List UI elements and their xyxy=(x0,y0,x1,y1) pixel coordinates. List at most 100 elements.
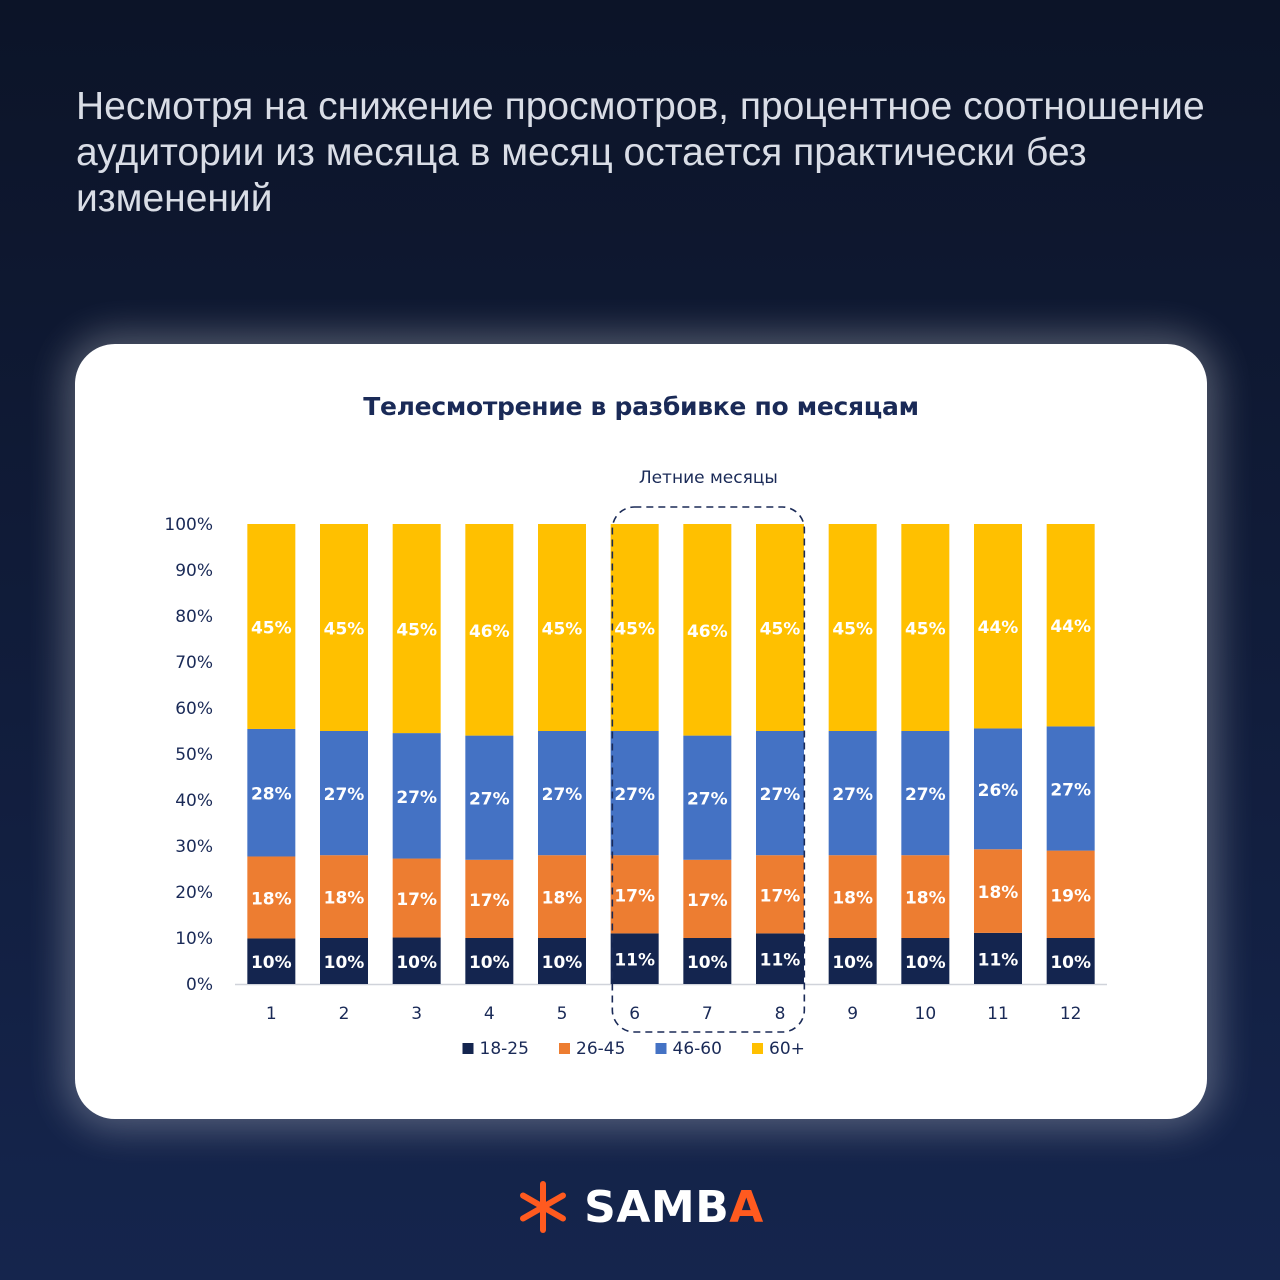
legend-swatch xyxy=(655,1043,667,1054)
bar-segment-46-60 xyxy=(247,728,296,857)
stacked-bar-chart: 0% 10% 20% 30% 40% 50% 60% 70% 80% 90% 100% 10% 18% 2… xyxy=(164,468,1107,1059)
data-label: 45% xyxy=(614,620,655,640)
data-label: 10% xyxy=(396,953,437,973)
bar-segment-18-25 xyxy=(247,938,296,984)
bar-segment-18-25 xyxy=(683,938,732,984)
y-tick-label: 100% xyxy=(164,515,213,535)
bar-segment-18-25 xyxy=(1046,938,1095,984)
data-label: 17% xyxy=(396,890,437,910)
bar-segment-18-25 xyxy=(901,938,950,984)
bar-segment-26-45 xyxy=(247,856,296,939)
bar-segment-46-60 xyxy=(392,733,441,859)
x-tick-label: 12 xyxy=(1060,1004,1082,1024)
data-label: 27% xyxy=(469,790,510,810)
data-label: 18% xyxy=(324,889,365,909)
bar-segment-18-25 xyxy=(538,938,586,984)
bar-segment-46-60 xyxy=(320,731,368,856)
data-label: 17% xyxy=(614,886,655,906)
y-tick-label: 0% xyxy=(186,975,213,995)
data-label: 17% xyxy=(760,886,801,906)
bar-segment-60+ xyxy=(538,524,586,731)
bar-segment-46-60 xyxy=(974,728,1022,850)
bar-segment-26-45 xyxy=(974,849,1022,933)
bar-segment-26-45 xyxy=(610,855,659,934)
chart-card: Телесмотрение в разбивке по месяцам 0% 10… xyxy=(75,344,1207,1119)
data-label: 11% xyxy=(978,950,1019,970)
legend-swatch xyxy=(752,1043,763,1054)
bar-segment-46-60 xyxy=(1046,726,1095,851)
legend-label: 60+ xyxy=(769,1039,805,1059)
data-label: 45% xyxy=(396,621,437,641)
bar-segment-60+ xyxy=(901,524,950,731)
bar-segment-46-60 xyxy=(610,731,659,856)
bar-segment-18-25 xyxy=(756,933,804,984)
bar-segment-18-25 xyxy=(465,938,514,984)
data-label: 18% xyxy=(251,889,292,909)
y-tick-label: 10% xyxy=(175,929,213,949)
page-headline: Несмотря на снижение просмотров, процент… xyxy=(76,85,1205,220)
asterisk-logo-icon xyxy=(520,1181,567,1233)
bar-segment-60+ xyxy=(828,524,877,731)
x-tick-label: 3 xyxy=(411,1004,422,1024)
bar-segment-18-25 xyxy=(392,937,441,984)
data-label: 45% xyxy=(542,620,583,640)
data-label: 10% xyxy=(687,953,728,973)
data-label: 27% xyxy=(687,790,728,810)
data-label: 27% xyxy=(396,788,437,808)
bar-segment-18-25 xyxy=(610,933,659,984)
bar-segment-18-25 xyxy=(828,938,877,984)
bar-segment-60+ xyxy=(756,524,804,731)
bar-segment-60+ xyxy=(974,524,1022,729)
x-tick-label: 9 xyxy=(847,1004,858,1024)
brand-name: SAMBA xyxy=(584,1182,764,1233)
data-label: 27% xyxy=(1050,781,1091,801)
data-label: 46% xyxy=(469,622,510,642)
bar-segment-60+ xyxy=(320,524,368,731)
bar-segment-60+ xyxy=(610,524,659,731)
bar-segment-46-60 xyxy=(465,735,514,860)
x-tick-label: 8 xyxy=(775,1004,786,1024)
y-tick-label: 30% xyxy=(175,837,213,857)
bar-segment-46-60 xyxy=(683,735,732,860)
legend-label: 18-25 xyxy=(480,1039,529,1059)
bar-segment-26-45 xyxy=(901,855,950,938)
x-tick-label: 6 xyxy=(629,1004,640,1024)
legend-label: 26-45 xyxy=(576,1039,625,1059)
data-label: 27% xyxy=(614,785,655,805)
data-label: 44% xyxy=(1050,617,1091,637)
data-label: 17% xyxy=(469,891,510,911)
bar-segment-46-60 xyxy=(538,731,586,856)
bar-segment-26-45 xyxy=(1046,850,1095,938)
data-label: 10% xyxy=(1050,953,1091,973)
data-label: 18% xyxy=(832,889,873,909)
data-label: 45% xyxy=(760,620,801,640)
bar-segment-46-60 xyxy=(756,731,804,856)
y-tick-label: 80% xyxy=(175,607,213,627)
brand-name-main: SAMB xyxy=(584,1181,730,1233)
data-label: 19% xyxy=(1050,886,1091,906)
data-label: 45% xyxy=(251,618,292,638)
legend-swatch xyxy=(559,1043,570,1054)
data-label: 18% xyxy=(978,883,1019,903)
x-tick-label: 10 xyxy=(915,1004,937,1024)
data-label: 18% xyxy=(542,889,583,909)
data-label: 11% xyxy=(614,951,655,971)
data-label: 45% xyxy=(905,620,946,640)
data-label: 45% xyxy=(832,620,873,640)
data-label: 10% xyxy=(832,953,873,973)
y-tick-label: 20% xyxy=(175,883,213,903)
brand-logo: SAMBA xyxy=(0,1180,1280,1234)
data-label: 10% xyxy=(324,953,365,973)
bar-segment-46-60 xyxy=(828,731,877,856)
y-tick-label: 70% xyxy=(175,653,213,673)
summer-months-box xyxy=(611,506,806,1033)
x-tick-label: 11 xyxy=(987,1004,1009,1024)
bar-segment-60+ xyxy=(683,524,732,736)
chart-title: Телесмотрение в разбивке по месяцам xyxy=(363,392,919,421)
data-label: 10% xyxy=(905,953,946,973)
bar-segment-18-25 xyxy=(974,932,1022,984)
bar-segment-60+ xyxy=(1046,524,1095,727)
bar-segment-18-25 xyxy=(320,938,368,984)
data-label: 17% xyxy=(687,891,728,911)
bar-segment-60+ xyxy=(247,524,296,729)
